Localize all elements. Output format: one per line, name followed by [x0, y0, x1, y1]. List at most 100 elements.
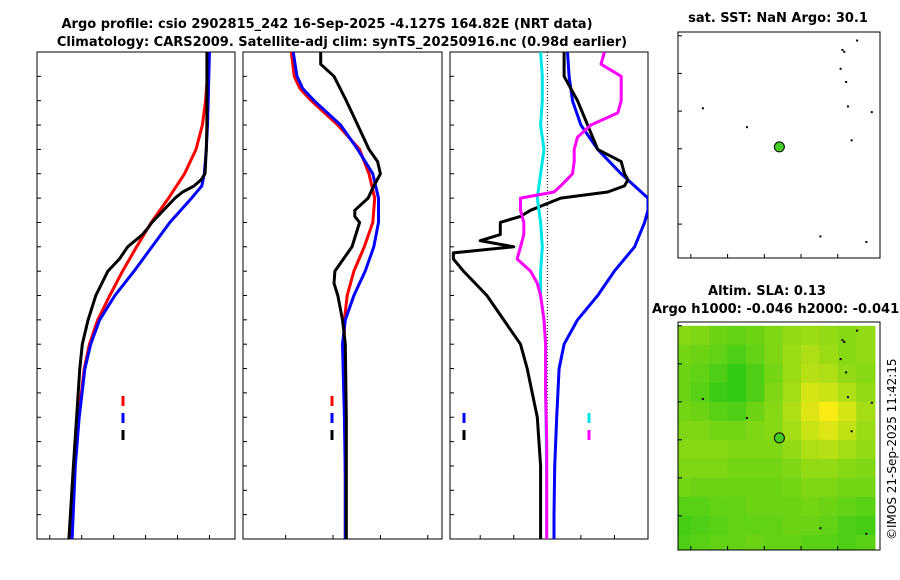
sla-cell — [782, 325, 803, 346]
map-speckle — [845, 80, 848, 83]
sla-cell — [856, 363, 876, 384]
sla-cell — [782, 477, 803, 498]
sla-cell — [764, 439, 784, 460]
sla-cell — [801, 439, 821, 460]
sla-cell — [678, 344, 692, 365]
sla-cell — [745, 439, 766, 460]
sla-cell — [819, 420, 839, 441]
sla-cell — [856, 420, 876, 441]
sla-cell — [801, 344, 821, 365]
sla-cell — [819, 363, 839, 384]
sla-cell — [801, 515, 821, 536]
sla-cell — [678, 496, 692, 517]
sla-cell — [709, 477, 729, 498]
sla-cell — [690, 382, 711, 403]
sla-cell — [727, 534, 747, 550]
series-argo — [67, 52, 209, 539]
sla-cell — [819, 515, 839, 536]
sla-cell — [690, 401, 711, 422]
map-speckle — [865, 241, 868, 244]
sla-cell — [819, 458, 839, 479]
temperature-panel — [36, 51, 236, 540]
sla-cell — [690, 344, 711, 365]
map-speckle — [846, 396, 849, 399]
sla-cell — [764, 382, 784, 403]
map-speckle — [839, 67, 842, 70]
sla-cell — [764, 534, 784, 550]
difference-panel — [449, 51, 649, 540]
sla-cell — [819, 344, 839, 365]
sla-cell — [782, 515, 803, 536]
sla-cell — [727, 515, 747, 536]
sla-cell — [819, 477, 839, 498]
series-t-satellite — [552, 52, 648, 539]
sla-cell — [709, 534, 729, 550]
sla-cell — [764, 515, 784, 536]
salinity-frame — [242, 51, 443, 540]
sla-cell — [690, 439, 711, 460]
sla-cell — [764, 477, 784, 498]
sla-cell — [727, 363, 747, 384]
sla-cell — [745, 477, 766, 498]
sla-cell — [856, 496, 876, 517]
map-speckle — [850, 430, 853, 433]
sla-cell — [764, 325, 784, 346]
sla-cell — [678, 439, 692, 460]
sla-cell — [678, 420, 692, 441]
sla-cell — [856, 325, 876, 346]
sla-cell — [856, 458, 876, 479]
sla-cell — [678, 401, 692, 422]
map-speckle — [850, 139, 853, 142]
sla-cell — [727, 401, 747, 422]
sla-cell — [690, 496, 711, 517]
differences-frame — [449, 51, 649, 540]
map-speckle — [856, 329, 859, 332]
sla-cell — [819, 496, 839, 517]
map-speckle — [839, 358, 842, 361]
sla-cell — [837, 534, 858, 550]
sla-cell — [764, 496, 784, 517]
sla-cell — [782, 420, 803, 441]
sla-cell — [745, 325, 766, 346]
sla-cell — [678, 477, 692, 498]
map-speckle — [843, 50, 846, 53]
sla-cell — [837, 401, 858, 422]
sla-cell — [856, 344, 876, 365]
argo-position-marker — [773, 432, 785, 444]
sla-cell — [745, 515, 766, 536]
sla-cell — [782, 458, 803, 479]
sla-cell — [727, 344, 747, 365]
sla-cell — [690, 363, 711, 384]
sla-cell — [819, 534, 839, 550]
sla-cell — [837, 496, 858, 517]
sla-cell — [856, 382, 876, 403]
sst_map-frame — [677, 31, 881, 259]
sla-cell — [801, 534, 821, 550]
sla-cell — [837, 344, 858, 365]
sla-cell — [745, 420, 766, 441]
sla-cell — [764, 363, 784, 384]
sla-cell — [690, 420, 711, 441]
sla-cell — [819, 439, 839, 460]
sla-cell — [801, 363, 821, 384]
sla-cell — [690, 458, 711, 479]
sla-cell — [745, 534, 766, 550]
sla-cell — [856, 401, 876, 422]
sla-map-title-2: Argo h1000: -0.046 h2000: -0.041 — [652, 302, 899, 317]
sla-cell — [709, 344, 729, 365]
sla-cell — [782, 439, 803, 460]
map-speckle — [745, 417, 748, 419]
sla-cell — [690, 515, 711, 536]
sla_map-frame — [677, 321, 881, 551]
map-speckle — [701, 107, 704, 110]
sla-cell — [837, 439, 858, 460]
sla-cell — [678, 363, 692, 384]
sla-cell — [782, 534, 803, 550]
sla-cell — [709, 496, 729, 517]
sla-cell — [856, 477, 876, 498]
map-speckle — [745, 126, 748, 129]
sla-cell — [709, 458, 729, 479]
map-speckle — [856, 39, 859, 42]
sla-cell — [709, 382, 729, 403]
sla-cell — [709, 325, 729, 346]
